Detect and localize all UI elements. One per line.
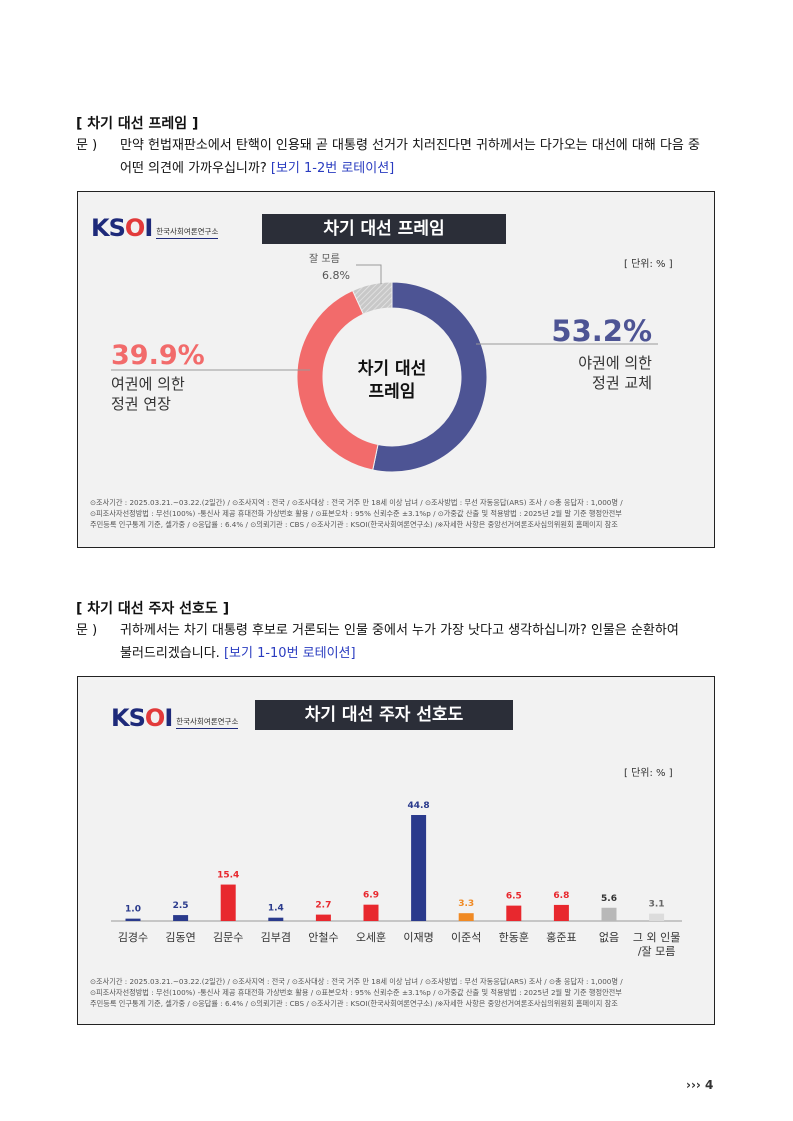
category-label: 김경수 xyxy=(118,931,148,944)
category-label: /잘 모름 xyxy=(638,945,676,958)
bar-value-label: 3.3 xyxy=(458,899,474,909)
unit-label: [ 단위: % ] xyxy=(624,259,673,270)
question-label: 문 ) xyxy=(76,138,98,153)
bar xyxy=(315,914,331,921)
bar xyxy=(458,913,474,921)
bar-chart: 1.0 김경수 2.5 김동연 15.4 김문수 1.4 김부겸 2.7 안철수 6.9 오세훈 44.… xyxy=(111,801,682,958)
bar-value-label: 1.4 xyxy=(268,904,284,914)
slice-name-label: 잘 모름 xyxy=(309,253,340,265)
page-number: ››› 4 xyxy=(686,1078,714,1092)
bar xyxy=(506,905,522,921)
bar-value-label: 6.8 xyxy=(553,891,569,901)
question-text-line2: 어떤 의견에 가까우십니까? xyxy=(120,161,267,176)
donut-slice xyxy=(351,281,393,315)
leader-line xyxy=(356,264,382,284)
bar-value-label: 5.6 xyxy=(601,894,617,904)
bar xyxy=(649,913,665,921)
bar-value-label: 44.8 xyxy=(407,801,429,811)
bar xyxy=(173,915,189,921)
unit-label: [ 단위: % ] xyxy=(624,768,673,779)
chart-panel-frame: KSOI 한국사회여론연구소 차기 대선 프레임 [ 단위: % ] 차기 대선… xyxy=(77,191,715,548)
slice-name-label: 정권 연장 xyxy=(111,395,171,413)
bar-value-label: 6.9 xyxy=(363,891,379,901)
center-label: 프레임 xyxy=(369,381,416,402)
category-label: 이준석 xyxy=(451,931,481,944)
category-label: 김동연 xyxy=(165,931,195,944)
category-label: 오세훈 xyxy=(356,931,386,944)
question-text-line2: 불러드리겠습니다. xyxy=(120,646,220,661)
bar xyxy=(220,884,236,921)
rotation-note: [보기 1-2번 로테이션] xyxy=(270,161,395,176)
bar xyxy=(268,917,284,921)
slice-value-label: 53.2% xyxy=(551,314,652,348)
question-label: 문 ) xyxy=(76,623,98,638)
bar-value-label: 3.1 xyxy=(649,900,665,910)
donut-slice xyxy=(372,281,488,473)
bar xyxy=(553,904,569,921)
ksoi-logo: KSOI 한국사회여론연구소 xyxy=(111,704,239,732)
survey-footnote: ⊙조사기간 : 2025.03.21.~03.22.(2일간) / ⊙조사지역 … xyxy=(90,498,623,529)
category-label: 이재명 xyxy=(403,931,433,944)
bar-value-label: 1.0 xyxy=(125,905,141,915)
bar-value-label: 2.7 xyxy=(315,901,331,911)
ksoi-logo: KSOI 한국사회여론연구소 xyxy=(91,214,219,242)
category-label: 안철수 xyxy=(308,931,338,944)
slice-value-label: 6.8% xyxy=(322,269,350,282)
chart-title: 차기 대선 주자 선호도 xyxy=(255,700,513,730)
bar xyxy=(363,904,379,921)
bar xyxy=(125,918,141,921)
chart-panel-candidates: KSOI 한국사회여론연구소 차기 대선 주자 선호도 [ 단위: % ] 1.… xyxy=(77,676,715,1025)
center-label: 차기 대선 xyxy=(358,359,426,379)
slice-name-label: 야권에 의한 xyxy=(578,354,652,372)
slice-name-label: 여권에 의한 xyxy=(111,375,185,393)
section-title-candidates: [ 차기 대선 주자 선호도 ] xyxy=(76,601,230,617)
donut-slice xyxy=(296,289,379,471)
category-label: 김문수 xyxy=(213,931,243,944)
bar-value-label: 15.4 xyxy=(217,871,239,881)
chart-title: 차기 대선 프레임 xyxy=(262,214,506,244)
bar xyxy=(411,815,427,921)
category-label: 홍준표 xyxy=(546,930,576,944)
category-label: 한동훈 xyxy=(499,931,529,944)
category-label: 김부겸 xyxy=(261,931,291,944)
question-text-line1: 만약 헌법재판소에서 탄핵이 인용돼 곧 대통령 선거가 치러진다면 귀하께서는… xyxy=(120,138,700,153)
bar-value-label: 2.5 xyxy=(173,901,189,911)
category-label: 없음 xyxy=(599,931,619,944)
section-title-frame: [ 차기 대선 프레임 ] xyxy=(76,116,199,132)
rotation-note: [보기 1-10번 로테이션] xyxy=(223,646,356,661)
survey-footnote: ⊙조사기간 : 2025.03.21.~03.22.(2일간) / ⊙조사지역 … xyxy=(90,977,623,1008)
bar-value-label: 6.5 xyxy=(506,892,522,902)
slice-name-label: 정권 교체 xyxy=(592,374,652,392)
category-label: 그 외 인물 xyxy=(633,931,680,944)
question-text-line1: 귀하께서는 차기 대통령 후보로 거론되는 인물 중에서 누가 가장 낫다고 생… xyxy=(120,623,679,638)
slice-value-label: 39.9% xyxy=(111,340,205,371)
bar xyxy=(601,907,617,921)
